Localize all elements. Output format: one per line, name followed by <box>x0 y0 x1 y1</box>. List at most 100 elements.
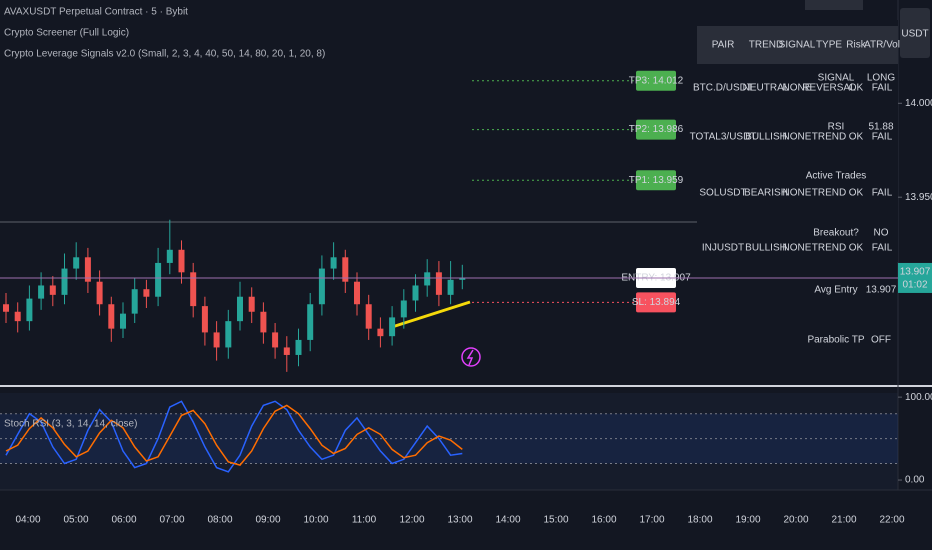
candle-body <box>377 328 384 337</box>
status-label: SIGNAL <box>818 73 855 84</box>
table-cell: NEUTRAL <box>743 83 790 94</box>
x-tick-label: 17:00 <box>639 515 664 526</box>
candle-body <box>190 272 197 307</box>
candle-body <box>96 281 103 305</box>
x-tick-label: 18:00 <box>687 515 712 526</box>
table-cell: INJUSDT <box>702 243 744 254</box>
candle-body <box>14 311 21 322</box>
table-cell: NONE <box>783 243 812 254</box>
candle-body <box>26 298 33 322</box>
x-tick-label: 21:00 <box>831 515 856 526</box>
candle-body <box>225 321 232 348</box>
candle-body <box>143 289 150 297</box>
candle-body <box>307 304 314 340</box>
candle-body <box>61 268 68 295</box>
candle-body <box>248 296 255 312</box>
last-price-label: 13.907 <box>900 267 931 278</box>
status-label: Avg Entry <box>814 285 857 296</box>
table-cell: NONE <box>783 83 812 94</box>
level-label: TP3: 14.012 <box>629 75 684 86</box>
table-cell: FAIL <box>872 188 893 199</box>
x-tick-label: 10:00 <box>303 515 328 526</box>
level-label: TP2: 13.986 <box>629 124 684 135</box>
table-cell: TREND <box>812 188 846 199</box>
symbol-title: AVAXUSDT Perpetual Contract · 5 · Bybit <box>4 7 188 18</box>
x-tick-label: 13:00 <box>447 515 472 526</box>
indicator-title: Crypto Leverage Signals v2.0 (Small, 2, … <box>4 49 325 60</box>
table-cell: TREND <box>812 132 846 143</box>
status-value: 51.88 <box>868 122 893 133</box>
signal-icon <box>461 347 481 367</box>
signal-icon <box>466 349 474 366</box>
x-tick-label: 11:00 <box>352 515 377 526</box>
table-cell: BTC.D/USDT <box>693 83 753 94</box>
status-value: 13.907 <box>866 285 897 296</box>
x-tick-label: 15:00 <box>543 515 568 526</box>
candle-body <box>365 304 372 329</box>
table-header <box>697 26 898 64</box>
y-tick-label: 13.950 <box>905 192 932 203</box>
toolbar-box <box>805 0 863 10</box>
candle-body <box>3 304 9 312</box>
table-header-cell: ATR/Vol <box>864 40 900 51</box>
candle-body <box>318 268 325 305</box>
currency: USDT <box>901 29 928 40</box>
last-price-box <box>898 262 932 293</box>
table-header-cell: Risk <box>846 40 866 51</box>
candle-body <box>342 257 349 282</box>
currency-box <box>900 8 930 58</box>
x-tick-label: 16:00 <box>591 515 616 526</box>
y-tick-label: 0.00 <box>905 475 925 486</box>
table-cell: FAIL <box>872 243 893 254</box>
x-tick-label: 19:00 <box>735 515 760 526</box>
table-cell: OK <box>849 83 864 94</box>
table-cell: BULLISH <box>745 132 787 143</box>
table-cell: TOTAL3/USDT <box>690 132 757 143</box>
table-cell: FAIL <box>872 83 893 94</box>
candle-body <box>354 281 360 305</box>
level-label: TP1: 13.959 <box>629 175 684 186</box>
table-cell: OK <box>849 243 864 254</box>
y-tick-label: 14.000 <box>905 98 932 109</box>
trend-line <box>391 300 471 329</box>
x-tick-label: 09:00 <box>255 515 280 526</box>
table-cell: NONE <box>783 132 812 143</box>
x-tick-label: 06:00 <box>111 515 136 526</box>
candle-body <box>447 279 454 295</box>
table-cell: FAIL <box>872 132 893 143</box>
candle-body <box>295 339 302 355</box>
candle-body <box>84 257 91 282</box>
level-box <box>636 170 676 191</box>
stoch-line <box>5 404 463 466</box>
level-label: SL: 13.894 <box>632 297 681 308</box>
table-header-cell: PAIR <box>712 40 735 51</box>
candle-body <box>178 249 185 273</box>
level-box <box>636 119 676 140</box>
candle-body <box>400 300 407 318</box>
candle-body <box>201 306 208 333</box>
candle-body <box>73 257 80 269</box>
countdown-label: 01:02 <box>902 280 927 291</box>
table-cell: SOLUSDT <box>699 188 746 199</box>
candle-body <box>213 332 220 348</box>
indicator-title: Stoch RSI (3, 3, 14, 14, close) <box>4 419 137 430</box>
candle-body <box>389 317 396 337</box>
candle-body <box>155 262 162 297</box>
candle-body <box>459 277 466 280</box>
table-header-cell: TREND <box>749 40 783 51</box>
indicator-title: Crypto Screener (Full Logic) <box>4 28 129 39</box>
table-cell: BEARISH <box>744 188 788 199</box>
x-tick-label: 05:00 <box>63 515 88 526</box>
candle-body <box>166 249 173 263</box>
status-label: Parabolic TP <box>807 335 864 346</box>
status-label: Breakout? <box>813 228 859 239</box>
level-box <box>636 70 676 91</box>
x-tick-label: 22:00 <box>879 515 904 526</box>
table-cell: REVERSAL <box>802 83 856 94</box>
x-tick-label: 04:00 <box>15 515 40 526</box>
candle-body <box>412 285 419 301</box>
status-value: NO <box>874 228 889 239</box>
candle-body <box>435 272 442 295</box>
